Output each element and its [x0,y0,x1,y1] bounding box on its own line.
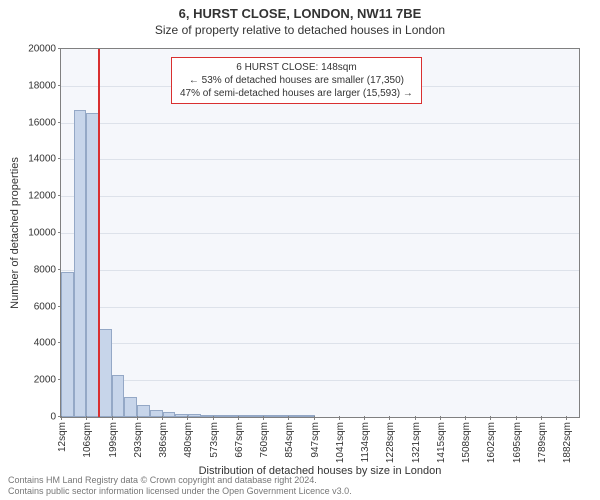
histogram-bar [163,412,176,417]
histogram-bar [201,415,214,417]
x-tick-label: 1695sqm [512,422,523,463]
x-tick [364,416,365,420]
y-tick-label: 4000 [2,338,56,349]
x-tick-label: 1508sqm [461,422,472,463]
x-tick-label: 480sqm [183,422,194,458]
histogram-bar [175,414,188,417]
x-tick [314,416,315,420]
x-tick-label: 1321sqm [411,422,422,463]
x-tick-label: 947sqm [310,422,321,458]
x-tick [389,416,390,420]
y-tick-label: 2000 [2,375,56,386]
histogram-bar [188,414,201,417]
footer-line-1: Contains HM Land Registry data © Crown c… [8,475,592,485]
y-tick-label: 12000 [2,191,56,202]
gridline [61,307,579,308]
x-tick-label: 667sqm [234,422,245,458]
histogram-bar [150,410,163,417]
x-tick [213,416,214,420]
gridline [61,123,579,124]
x-tick [187,416,188,420]
x-axis: 12sqm 106sqm 199sqm 293sqm 386sqm 480sqm 573sq… [60,418,580,458]
plot-area: 6 HURST CLOSE: 148sqm← 53% of detached h… [60,48,580,418]
x-tick [415,416,416,420]
x-tick [162,416,163,420]
gridline [61,196,579,197]
x-tick-label: 106sqm [82,422,93,458]
x-tick-label: 573sqm [209,422,220,458]
footer-line-2: Contains public sector information licen… [8,486,592,496]
x-tick-label: 386sqm [158,422,169,458]
gridline [61,159,579,160]
y-tick-label: 16000 [2,117,56,128]
figure: 6, HURST CLOSE, LONDON, NW11 7BE Size of… [0,0,600,500]
y-tick-label: 20000 [2,44,56,55]
x-tick [339,416,340,420]
annotation-line: 6 HURST CLOSE: 148sqm [180,61,413,74]
x-tick [61,416,62,420]
footer: Contains HM Land Registry data © Crown c… [8,475,592,496]
y-tick-label: 14000 [2,154,56,165]
x-tick [238,416,239,420]
y-axis: 0200040006000800010000120001400016000180… [0,48,58,418]
plot-wrap: 6 HURST CLOSE: 148sqm← 53% of detached h… [60,48,580,418]
x-tick [566,416,567,420]
figure-subtitle: Size of property relative to detached ho… [0,21,600,37]
gridline [61,343,579,344]
histogram-bar [289,415,302,417]
histogram-bar [99,329,112,417]
figure-title: 6, HURST CLOSE, LONDON, NW11 7BE [0,0,600,21]
x-tick [490,416,491,420]
x-tick-label: 854sqm [284,422,295,458]
y-tick-label: 10000 [2,228,56,239]
x-tick-label: 1602sqm [486,422,497,463]
histogram-bar [61,272,74,417]
annotation-box: 6 HURST CLOSE: 148sqm← 53% of detached h… [171,57,422,104]
x-tick [440,416,441,420]
x-tick [263,416,264,420]
histogram-bar [112,375,125,417]
x-tick-label: 293sqm [133,422,144,458]
y-tick-label: 0 [2,412,56,423]
annotation-line: 47% of semi-detached houses are larger (… [180,87,413,100]
histogram-bar [124,397,137,417]
x-tick-label: 760sqm [259,422,270,458]
x-tick-label: 1882sqm [562,422,573,463]
histogram-bar [137,405,150,417]
x-tick [86,416,87,420]
histogram-bar [213,415,226,417]
gridline [61,233,579,234]
x-tick [541,416,542,420]
annotation-line: ← 53% of detached houses are smaller (17… [180,74,413,87]
x-tick [112,416,113,420]
x-tick-label: 1415sqm [436,422,447,463]
x-tick-label: 1041sqm [335,422,346,463]
histogram-bar [239,415,252,417]
histogram-bar [74,110,87,417]
x-tick [465,416,466,420]
x-tick-label: 1228sqm [385,422,396,463]
y-tick-label: 6000 [2,301,56,312]
x-tick [137,416,138,420]
x-tick-label: 199sqm [108,422,119,458]
x-tick-label: 1789sqm [537,422,548,463]
marker-line [98,49,100,417]
x-tick-label: 12sqm [57,422,68,452]
y-tick-label: 18000 [2,80,56,91]
y-tick-label: 8000 [2,264,56,275]
x-tick [288,416,289,420]
x-tick-label: 1134sqm [360,422,371,462]
x-tick [516,416,517,420]
gridline [61,380,579,381]
histogram-bar [264,415,277,417]
gridline [61,270,579,271]
